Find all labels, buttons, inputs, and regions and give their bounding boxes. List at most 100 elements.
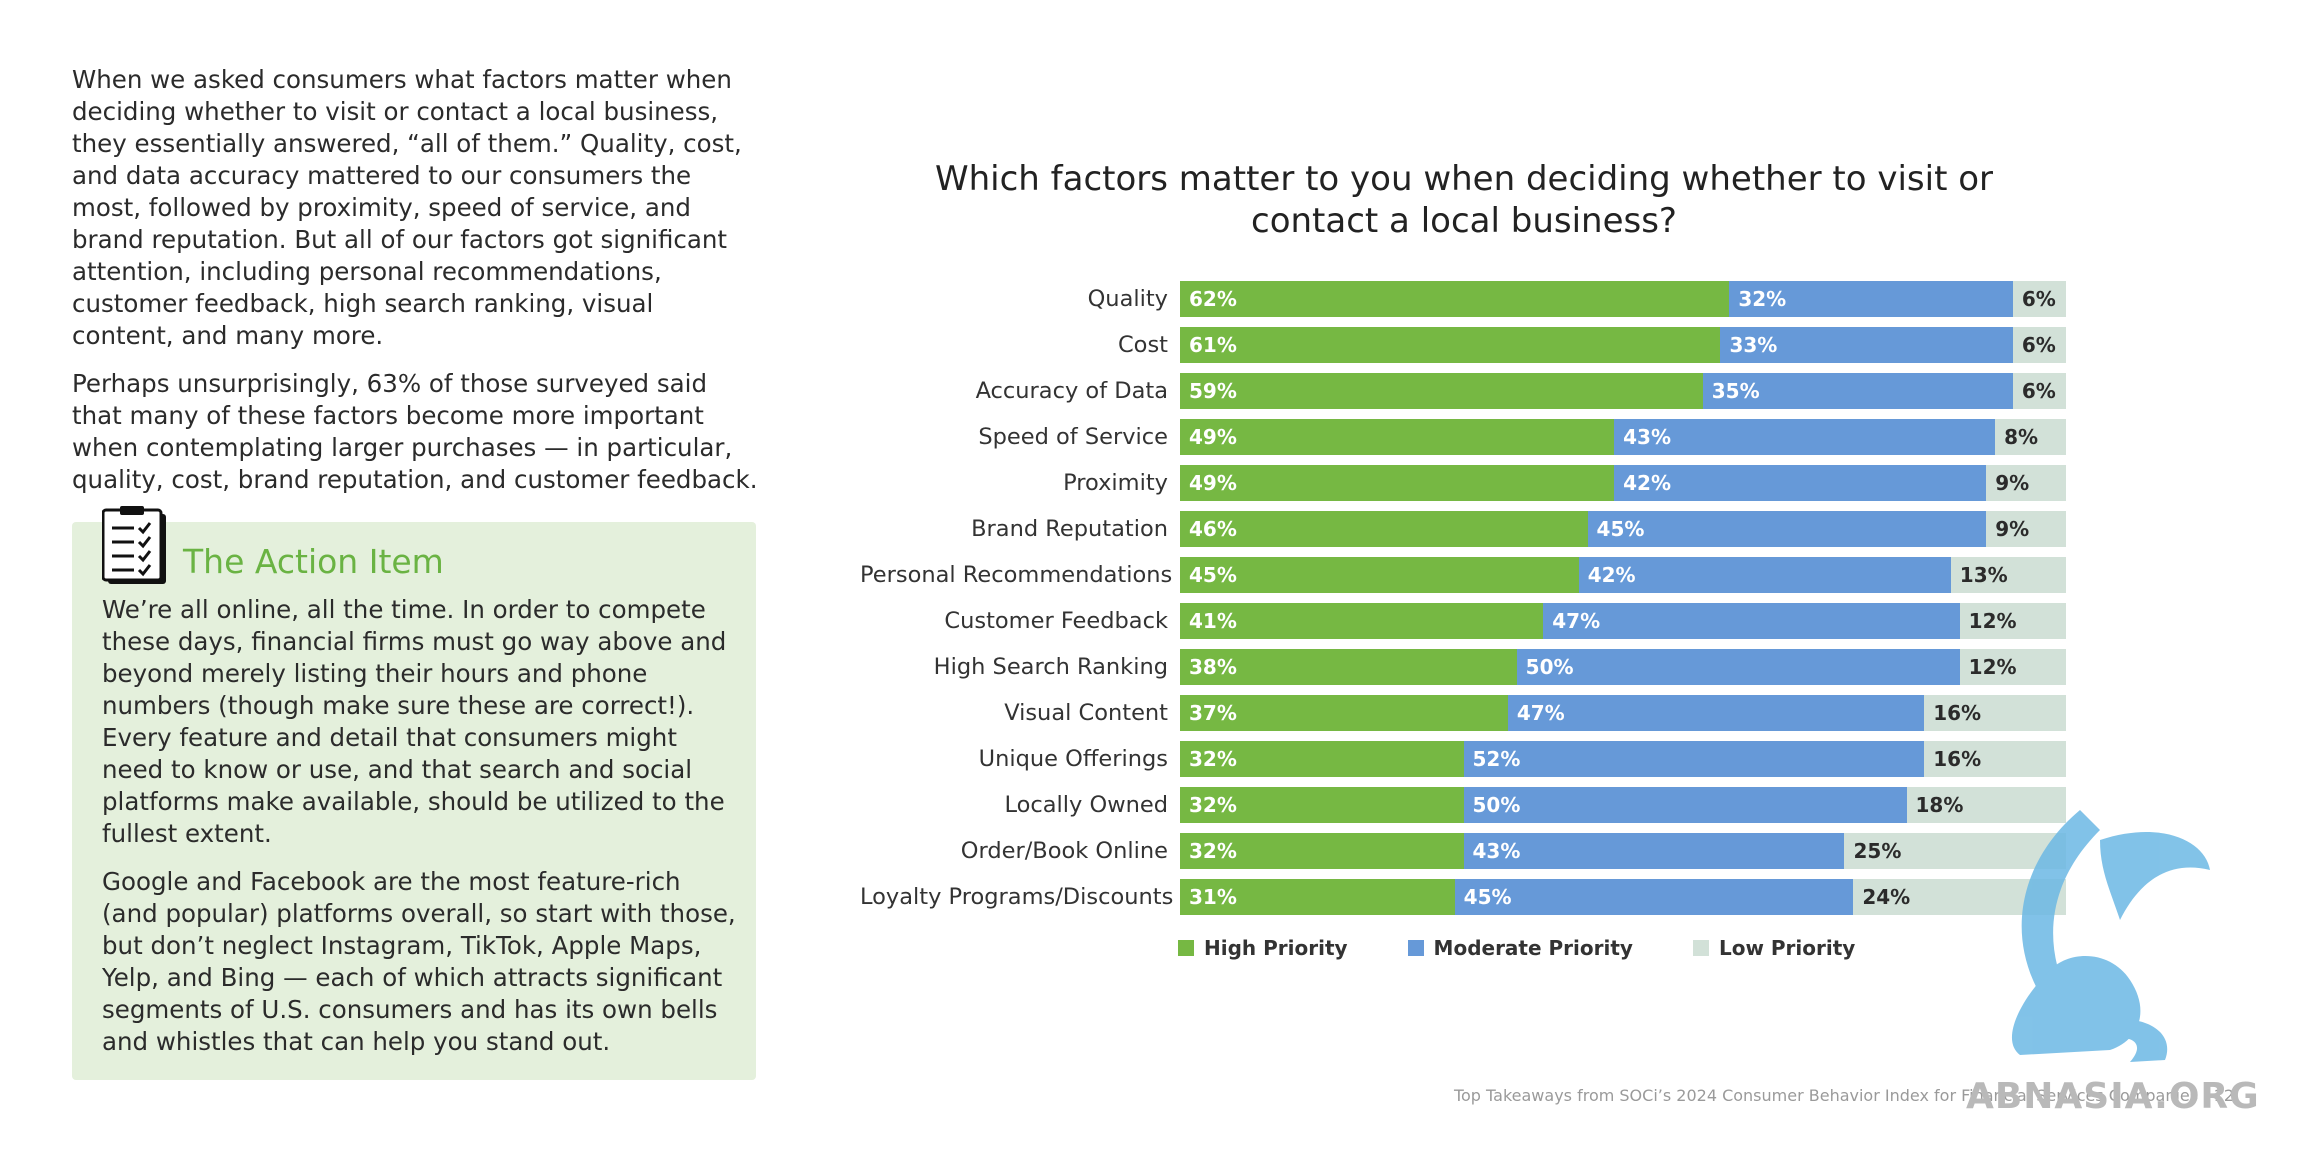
legend-item: High Priority xyxy=(1178,936,1348,960)
bar-row: Speed of Service 49% 43% 8% xyxy=(860,419,2066,455)
page-footer: Top Takeaways from SOCi’s 2024 Consumer … xyxy=(1453,1086,2234,1105)
bar-row: Brand Reputation 46% 45% 9% xyxy=(860,511,2066,547)
bar-segment: 32% xyxy=(1729,281,2013,317)
bar-segment: 42% xyxy=(1578,557,1951,593)
bar-segment: 32% xyxy=(1180,741,1464,777)
bar-segment: 37% xyxy=(1180,695,1508,731)
bar-segment: 61% xyxy=(1180,327,1721,363)
bar-segment: 18% xyxy=(1906,787,2066,823)
bar-track: 49% 42% 9% xyxy=(1180,465,2066,501)
category-label: Visual Content xyxy=(1004,700,1168,726)
bar-segment: 16% xyxy=(1924,695,2066,731)
category-label: Speed of Service xyxy=(978,424,1168,450)
bar-segment: 13% xyxy=(1950,557,2066,593)
bar-segment: 49% xyxy=(1180,419,1615,455)
category-label: Cost xyxy=(1117,332,1168,358)
bar-segment: 46% xyxy=(1180,511,1588,547)
checklist-clipboard-icon xyxy=(102,506,166,584)
category-label: Locally Owned xyxy=(1004,792,1168,818)
bar-segment: 6% xyxy=(2012,281,2066,317)
bar-segment: 47% xyxy=(1543,603,1960,639)
bar-track: 49% 43% 8% xyxy=(1180,419,2066,455)
bar-segment: 16% xyxy=(1924,741,2066,777)
legend-item: Low Priority xyxy=(1692,936,1856,960)
action-paragraph-2: Google and Facebook are the most feature… xyxy=(102,867,736,1056)
bar-row: Accuracy of Data 59% 35% 6% xyxy=(860,373,2066,409)
bar-segment: 12% xyxy=(1959,649,2066,685)
category-label: High Search Ranking xyxy=(933,654,1168,680)
bar-segment: 50% xyxy=(1516,649,1960,685)
legend-label: Low Priority xyxy=(1718,936,1856,960)
bar-track: 45% 42% 13% xyxy=(1180,557,2066,593)
bar-segment: 42% xyxy=(1614,465,1987,501)
bar-row: Visual Content 37% 47% 16% xyxy=(860,695,2066,731)
bar-segment: 12% xyxy=(1959,603,2066,639)
legend-swatch xyxy=(1407,940,1424,956)
bar-segment: 43% xyxy=(1463,833,1845,869)
bar-row: Quality 62% 32% 6% xyxy=(860,281,2066,317)
bar-row: Order/Book Online 32% 43% 25% xyxy=(860,833,2066,869)
bar-segment: 25% xyxy=(1844,833,2066,869)
bar-row: Proximity 49% 42% 9% xyxy=(860,465,2066,501)
bar-row: Unique Offerings 32% 52% 16% xyxy=(860,741,2066,777)
legend-item: Moderate Priority xyxy=(1407,936,1633,960)
intro-text: When we asked consumers what factors mat… xyxy=(72,64,762,512)
bar-segment: 6% xyxy=(2012,373,2066,409)
bar-row: Cost 61% 33% 6% xyxy=(860,327,2066,363)
bar-row: Locally Owned 32% 50% 18% xyxy=(860,787,2066,823)
bar-segment: 38% xyxy=(1180,649,1517,685)
bar-track: 32% 52% 16% xyxy=(1180,741,2066,777)
bar-segment: 59% xyxy=(1180,373,1703,409)
legend-swatch xyxy=(1178,940,1194,956)
bar-row: Loyalty Programs/Discounts 31% 45% 24% xyxy=(860,879,2066,915)
bar-track: 62% 32% 6% xyxy=(1180,281,2066,317)
bar-segment: 33% xyxy=(1720,327,2013,363)
bar-track: 41% 47% 12% xyxy=(1180,603,2066,639)
action-paragraph-1: We’re all online, all the time. In order… xyxy=(102,595,727,848)
legend-label: Moderate Priority xyxy=(1433,936,1633,960)
category-label: Customer Feedback xyxy=(944,608,1168,634)
category-label: Order/Book Online xyxy=(960,838,1168,864)
bar-track: 32% 43% 25% xyxy=(1180,833,2066,869)
bar-segment: 31% xyxy=(1180,879,1455,915)
action-item-box: The Action Item We’re all online, all th… xyxy=(72,506,756,1080)
category-label: Quality xyxy=(1087,286,1168,312)
category-label: Proximity xyxy=(1063,470,1168,496)
bar-segment: 9% xyxy=(1986,465,2066,501)
category-label: Personal Recommendations xyxy=(860,562,1173,588)
bar-segment: 45% xyxy=(1454,879,1854,915)
category-label: Accuracy of Data xyxy=(975,378,1168,404)
bar-row: High Search Ranking 38% 50% 12% xyxy=(860,649,2066,685)
bar-segment: 35% xyxy=(1702,373,2013,409)
bar-track: 46% 45% 9% xyxy=(1180,511,2066,547)
legend-swatch xyxy=(1692,940,1709,956)
legend-label: High Priority xyxy=(1204,936,1348,960)
intro-paragraph-1: When we asked consumers what factors mat… xyxy=(72,65,742,350)
bar-track: 59% 35% 6% xyxy=(1180,373,2066,409)
chart-legend: High Priority Moderate Priority Low Priori… xyxy=(1178,936,1915,960)
intro-paragraph-2: Perhaps unsurprisingly, 63% of those sur… xyxy=(72,369,758,494)
bar-segment: 45% xyxy=(1587,511,1987,547)
bar-row: Personal Recommendations 45% 42% 13% xyxy=(860,557,2066,593)
bar-segment: 49% xyxy=(1180,465,1615,501)
bar-track: 61% 33% 6% xyxy=(1180,327,2066,363)
bar-track: 31% 45% 24% xyxy=(1180,879,2066,915)
watermark-text: ABNASIA.ORG xyxy=(1966,1076,2260,1117)
bar-segment: 50% xyxy=(1463,787,1907,823)
bar-segment: 43% xyxy=(1614,419,1996,455)
category-label: Brand Reputation xyxy=(971,516,1168,542)
bar-segment: 9% xyxy=(1986,511,2066,547)
action-item-title: The Action Item xyxy=(183,542,444,581)
chart-title: Which factors matter to you when decidin… xyxy=(934,159,1994,241)
category-label: Loyalty Programs/Discounts xyxy=(860,884,1174,910)
bar-segment: 32% xyxy=(1180,787,1464,823)
bar-segment: 52% xyxy=(1463,741,1925,777)
bar-segment: 41% xyxy=(1180,603,1544,639)
bar-segment: 62% xyxy=(1180,281,1730,317)
bar-segment: 47% xyxy=(1507,695,1925,731)
bar-segment: 6% xyxy=(2012,327,2066,363)
action-item-body: We’re all online, all the time. In order… xyxy=(102,594,738,1074)
bar-row: Customer Feedback 41% 47% 12% xyxy=(860,603,2066,639)
bar-track: 32% 50% 18% xyxy=(1180,787,2066,823)
bar-track: 38% 50% 12% xyxy=(1180,649,2066,685)
